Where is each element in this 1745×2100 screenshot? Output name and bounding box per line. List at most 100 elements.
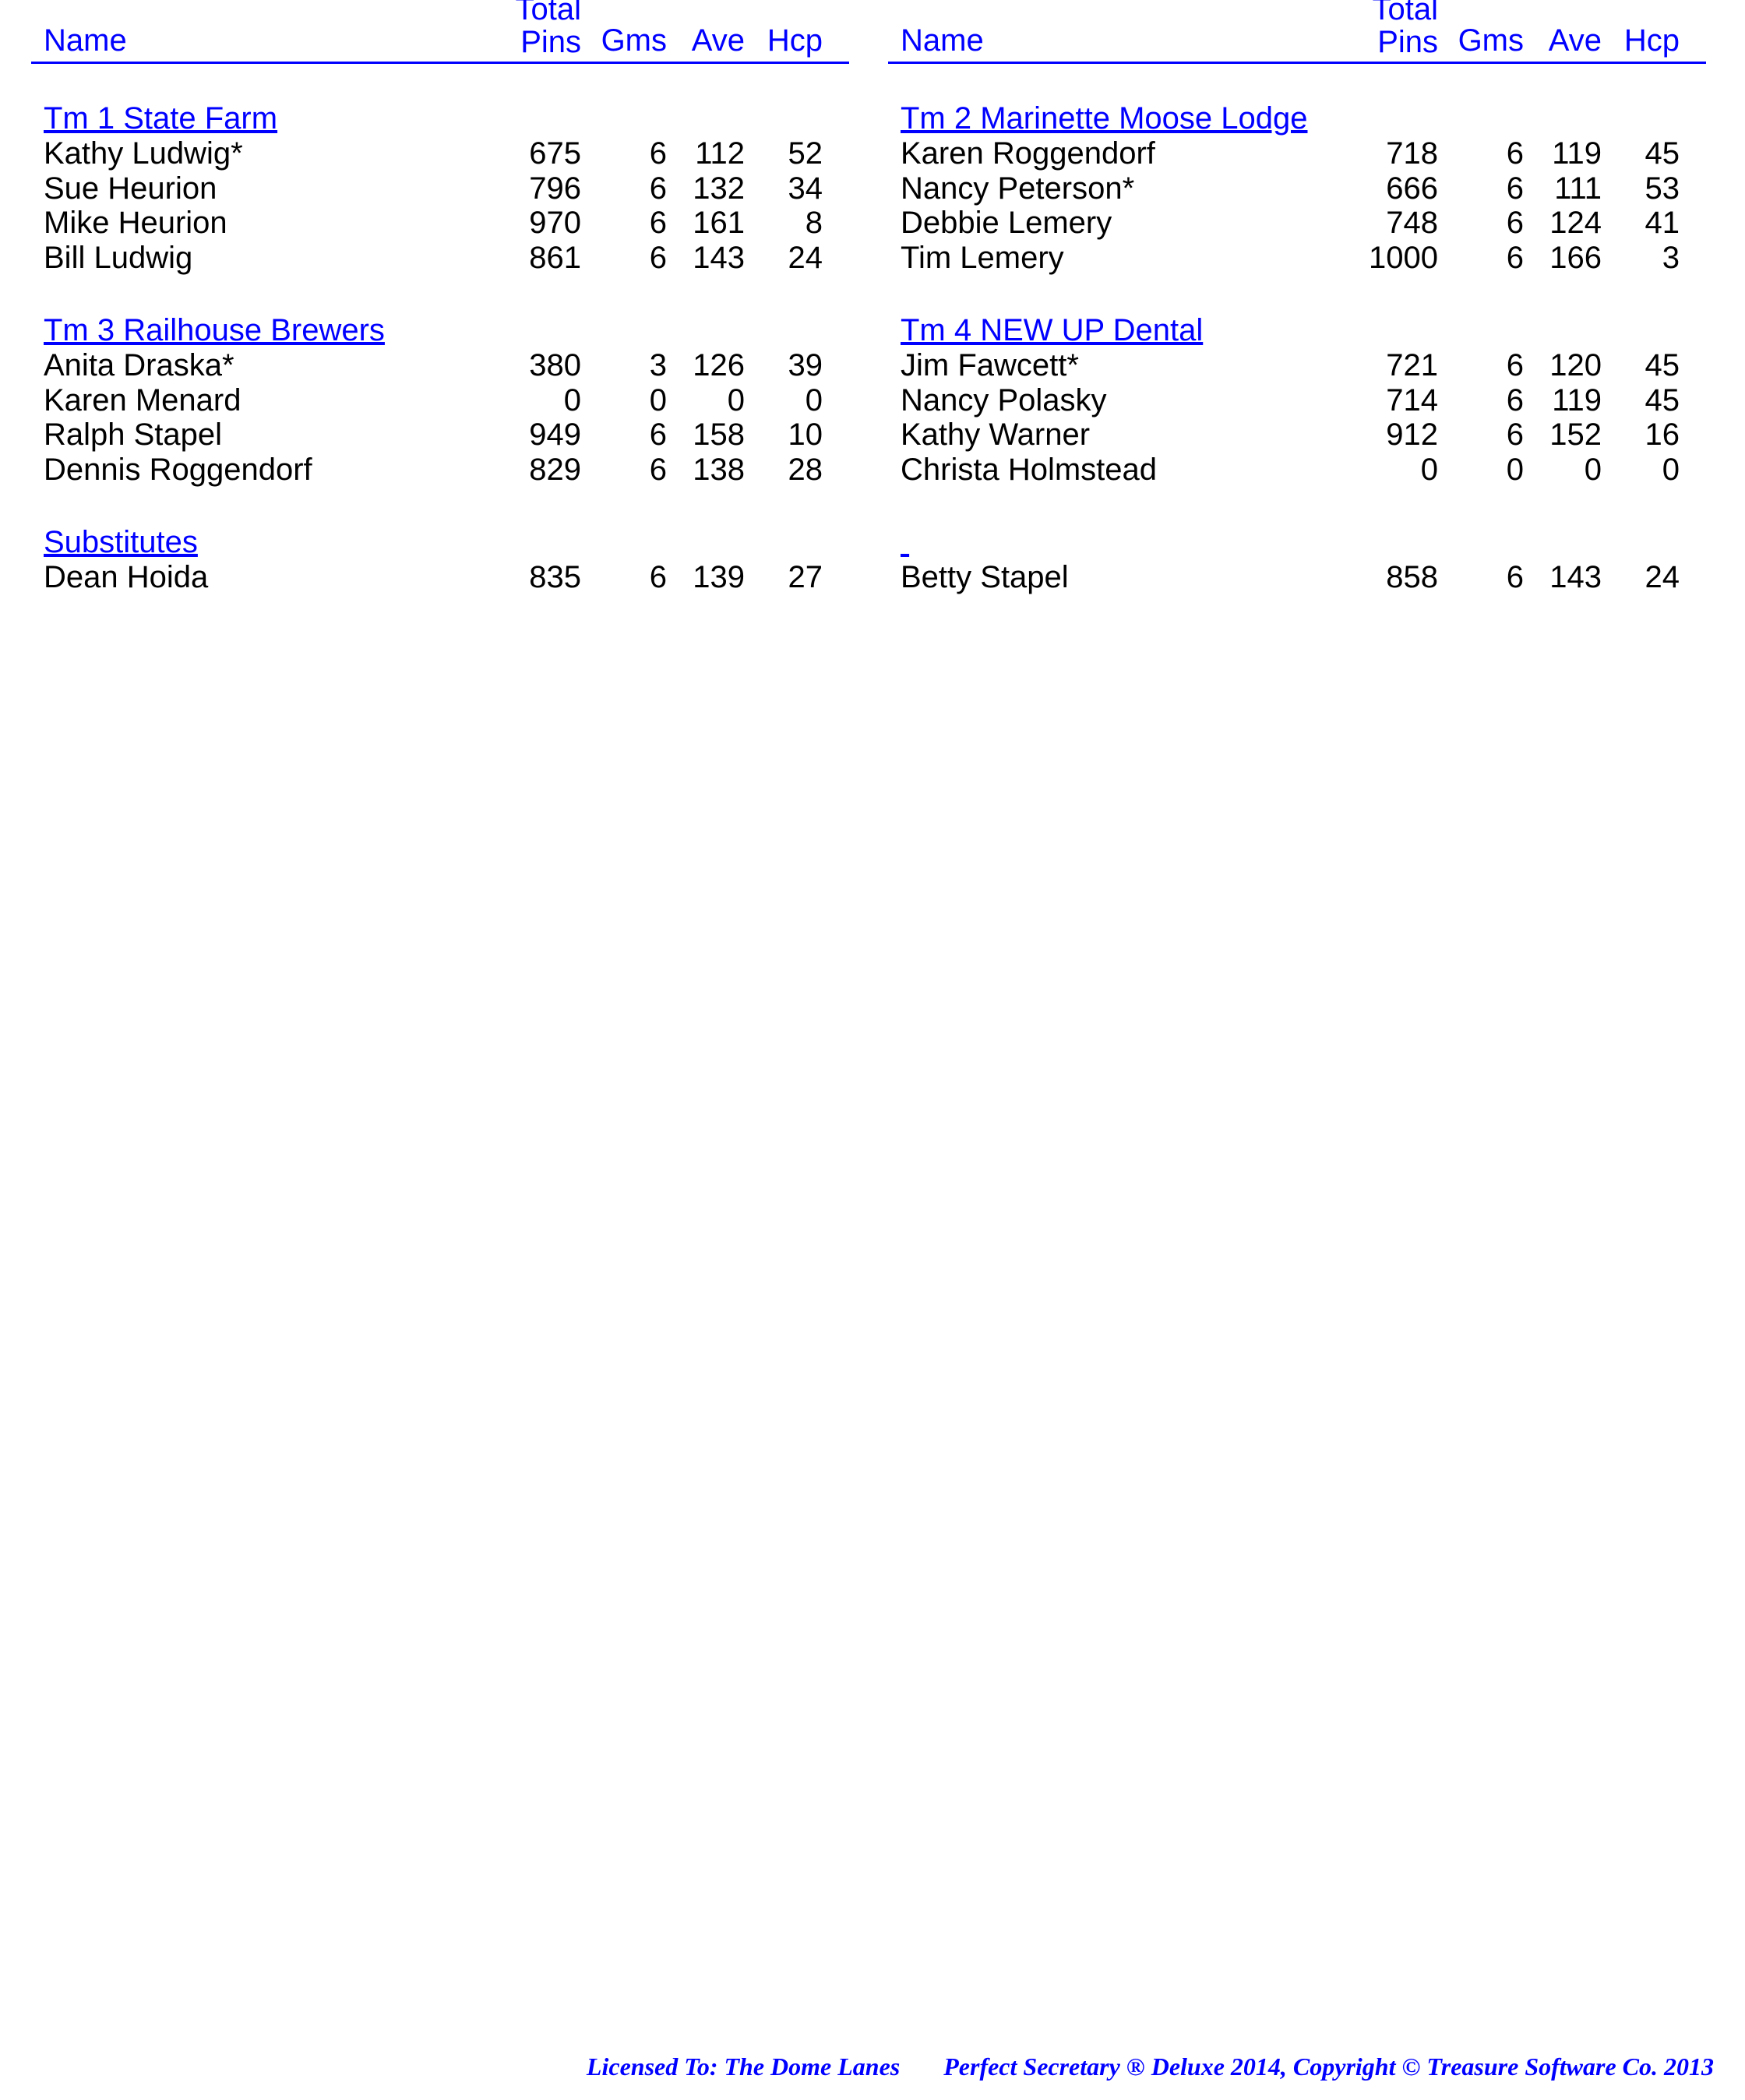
cell-ave: 120 <box>1524 348 1602 383</box>
table-header-right: Name Total Pins Gms Ave Hcp <box>888 0 1706 64</box>
cell-name: Nancy Polasky <box>901 383 1337 418</box>
cell-ave: 0 <box>1524 453 1602 488</box>
cell-hcp: 24 <box>1602 560 1680 595</box>
cell-pins: 829 <box>480 453 581 488</box>
cell-name: Kathy Warner <box>901 418 1337 453</box>
cell-pins: 748 <box>1337 206 1438 241</box>
cell-gms: 6 <box>1438 136 1524 171</box>
cell-pins: 970 <box>480 206 581 241</box>
cell-ave: 119 <box>1524 383 1602 418</box>
cell-pins: 714 <box>1337 383 1438 418</box>
footer-licensed-to: Licensed To: The Dome Lanes <box>587 2052 900 2081</box>
cell-ave: 158 <box>667 418 745 453</box>
table-row: Mike Heurion 970 6 161 8 <box>31 206 849 241</box>
cell-ave: 112 <box>667 136 745 171</box>
cell-name: Karen Menard <box>44 383 480 418</box>
cell-hcp: 0 <box>1602 453 1680 488</box>
table-row: Debbie Lemery 748 6 124 41 <box>888 206 1706 241</box>
col-header-pins-top: Total <box>1337 0 1438 26</box>
table-row: Christa Holmstead 0 0 0 0 <box>888 453 1706 488</box>
col-header-pins: Total Pins <box>1337 0 1438 62</box>
cell-gms: 6 <box>1438 348 1524 383</box>
cell-pins: 666 <box>1337 171 1438 206</box>
cell-ave: 143 <box>1524 560 1602 595</box>
cell-ave: 111 <box>1524 171 1602 206</box>
col-header-ave: Ave <box>1524 23 1602 62</box>
cell-ave: 138 <box>667 453 745 488</box>
columns: Name Total Pins Gms Ave Hcp Tm 1 State F… <box>31 0 1714 595</box>
cell-name: Jim Fawcett* <box>901 348 1337 383</box>
table-row: Karen Menard 0 0 0 0 <box>31 383 849 418</box>
team-name: Tm 1 State Farm <box>31 101 849 136</box>
col-header-pins-bottom: Pins <box>1377 25 1438 59</box>
cell-gms: 0 <box>1438 453 1524 488</box>
cell-gms: 6 <box>1438 206 1524 241</box>
cell-gms: 6 <box>1438 241 1524 276</box>
cell-name: Ralph Stapel <box>44 418 480 453</box>
table-row: Dean Hoida 835 6 139 27 <box>31 560 849 595</box>
cell-gms: 6 <box>1438 383 1524 418</box>
cell-name: Bill Ludwig <box>44 241 480 276</box>
table-row: Tim Lemery 1000 6 166 3 <box>888 241 1706 276</box>
table-row: Sue Heurion 796 6 132 34 <box>31 171 849 206</box>
footer-copyright: Perfect Secretary ® Deluxe 2014, Copyrig… <box>943 2052 1714 2081</box>
col-header-name: Name <box>901 23 1337 62</box>
table-row: Karen Roggendorf 718 6 119 45 <box>888 136 1706 171</box>
cell-gms: 6 <box>581 206 667 241</box>
cell-pins: 675 <box>480 136 581 171</box>
cell-pins: 861 <box>480 241 581 276</box>
cell-hcp: 28 <box>745 453 823 488</box>
table-row: Anita Draska* 380 3 126 39 <box>31 348 849 383</box>
cell-pins: 835 <box>480 560 581 595</box>
table-row: Nancy Peterson* 666 6 111 53 <box>888 171 1706 206</box>
cell-name: Nancy Peterson* <box>901 171 1337 206</box>
col-header-pins: Total Pins <box>480 0 581 62</box>
cell-name: Sue Heurion <box>44 171 480 206</box>
cell-name: Kathy Ludwig* <box>44 136 480 171</box>
table-row: Bill Ludwig 861 6 143 24 <box>31 241 849 276</box>
cell-hcp: 52 <box>745 136 823 171</box>
cell-hcp: 10 <box>745 418 823 453</box>
cell-pins: 796 <box>480 171 581 206</box>
cell-pins: 380 <box>480 348 581 383</box>
table-row: Betty Stapel 858 6 143 24 <box>888 560 1706 595</box>
right-column: Name Total Pins Gms Ave Hcp Tm 2 Marinet… <box>888 0 1706 595</box>
cell-name: Anita Draska* <box>44 348 480 383</box>
cell-ave: 0 <box>667 383 745 418</box>
cell-hcp: 8 <box>745 206 823 241</box>
cell-hcp: 45 <box>1602 136 1680 171</box>
cell-gms: 6 <box>581 171 667 206</box>
cell-pins: 858 <box>1337 560 1438 595</box>
cell-gms: 0 <box>581 383 667 418</box>
cell-gms: 6 <box>581 560 667 595</box>
cell-hcp: 45 <box>1602 383 1680 418</box>
cell-name: Betty Stapel <box>901 560 1337 595</box>
col-header-ave: Ave <box>667 23 745 62</box>
table-row: Kathy Warner 912 6 152 16 <box>888 418 1706 453</box>
team-name: Tm 4 NEW UP Dental <box>888 313 1706 348</box>
cell-pins: 0 <box>1337 453 1438 488</box>
cell-ave: 161 <box>667 206 745 241</box>
cell-ave: 139 <box>667 560 745 595</box>
cell-ave: 132 <box>667 171 745 206</box>
cell-gms: 6 <box>581 241 667 276</box>
cell-ave: 126 <box>667 348 745 383</box>
col-header-hcp: Hcp <box>745 23 823 62</box>
left-column: Name Total Pins Gms Ave Hcp Tm 1 State F… <box>31 0 849 595</box>
cell-name: Dennis Roggendorf <box>44 453 480 488</box>
team-name: Tm 3 Railhouse Brewers <box>31 313 849 348</box>
cell-pins: 718 <box>1337 136 1438 171</box>
cell-name: Karen Roggendorf <box>901 136 1337 171</box>
table-row: Nancy Polasky 714 6 119 45 <box>888 383 1706 418</box>
page: Name Total Pins Gms Ave Hcp Tm 1 State F… <box>0 0 1745 595</box>
cell-name: Mike Heurion <box>44 206 480 241</box>
section-name-blank <box>888 525 1706 560</box>
cell-pins: 1000 <box>1337 241 1438 276</box>
cell-ave: 119 <box>1524 136 1602 171</box>
col-header-pins-bottom: Pins <box>520 25 581 59</box>
cell-pins: 912 <box>1337 418 1438 453</box>
cell-hcp: 27 <box>745 560 823 595</box>
table-row: Ralph Stapel 949 6 158 10 <box>31 418 849 453</box>
col-header-gms: Gms <box>1438 23 1524 62</box>
col-header-gms: Gms <box>581 23 667 62</box>
